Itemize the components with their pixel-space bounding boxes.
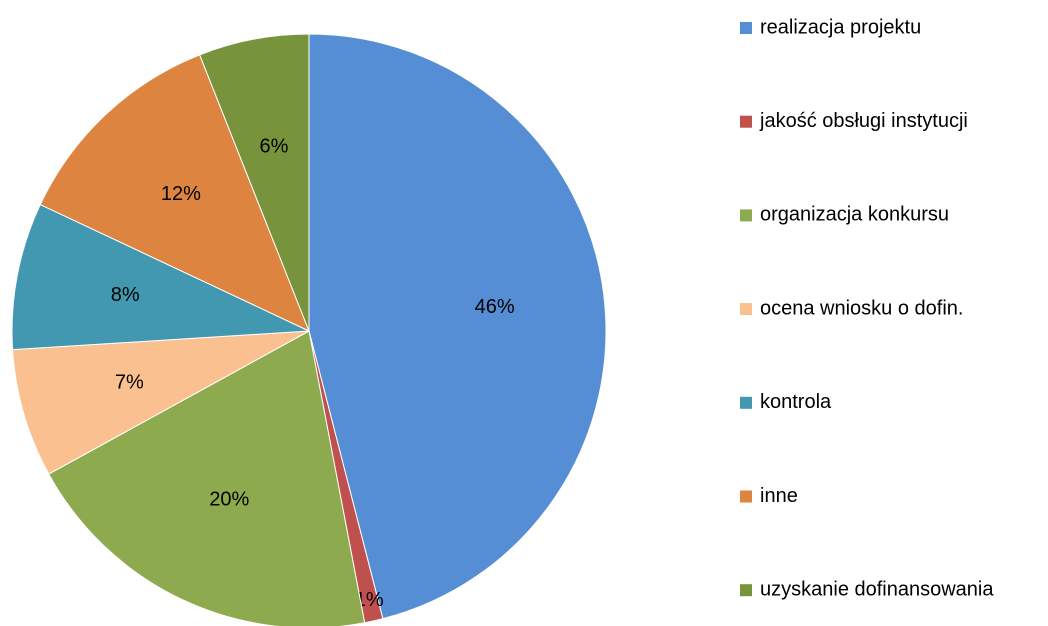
legend-swatch [740, 209, 752, 222]
pie-slice [12, 330, 310, 475]
data-label: 7% [115, 371, 144, 393]
legend-swatch [740, 490, 752, 503]
legend-label: jakość obsługi instytucji [759, 110, 968, 132]
pie-slice [308, 33, 607, 620]
pie-slice [39, 54, 310, 332]
pie-slice [48, 330, 366, 626]
legend-swatch [740, 22, 752, 34]
pie-slice [11, 203, 310, 351]
pie-slice [199, 33, 310, 332]
legend-label: organizacja konkursu [760, 204, 949, 226]
data-label: 1% [355, 589, 384, 611]
data-label: 46% [475, 296, 515, 318]
legend-label: kontrola [760, 391, 832, 413]
data-label: 6% [259, 135, 288, 157]
legend-swatch [740, 584, 752, 597]
legend-swatch [740, 396, 752, 409]
legend-label: uzyskanie dofinansowania [760, 578, 994, 600]
legend-label: ocena wniosku o dofin. [760, 297, 963, 319]
data-label: 20% [209, 489, 249, 511]
legend-label: realizacja projektu [760, 16, 921, 38]
data-label: 8% [111, 284, 140, 306]
legend-swatch [740, 115, 752, 128]
data-label: 12% [161, 183, 201, 205]
legend-label: inne [760, 485, 798, 507]
legend-swatch [740, 303, 752, 316]
